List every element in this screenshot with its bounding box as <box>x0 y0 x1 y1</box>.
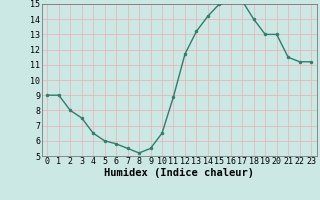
X-axis label: Humidex (Indice chaleur): Humidex (Indice chaleur) <box>104 168 254 178</box>
